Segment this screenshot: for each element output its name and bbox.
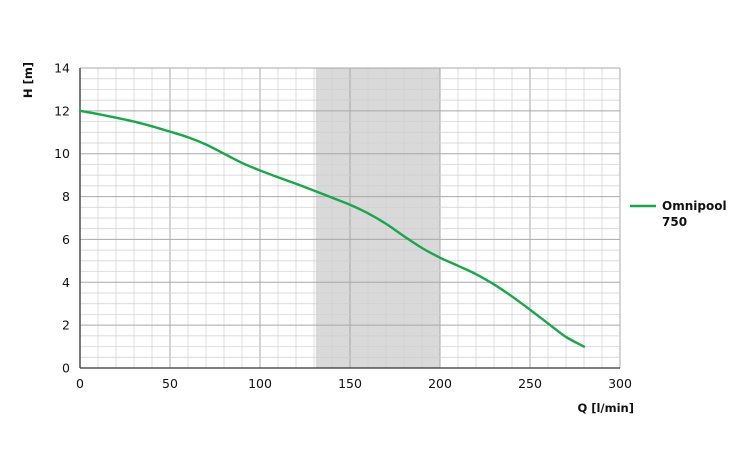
y-tick-label: 6 [62,232,70,247]
x-tick-label: 100 [248,376,272,391]
grid-layer [79,67,621,369]
y-tick-label: 8 [62,189,70,204]
x-tick-label: 250 [518,376,542,391]
series-line-omnipool-750 [78,109,586,348]
y-tick-label: 0 [62,361,70,376]
tick-label-layer: 0 50 100 150 200 250 300 0 2 4 6 8 10 12 14 [54,61,632,392]
y-tick-label: 12 [54,103,70,118]
x-tick-label: 200 [428,376,452,391]
y-axis-title: H [m] [21,62,35,98]
y-tick-label: 2 [62,318,70,333]
y-tick-label: 14 [54,61,70,76]
legend-label-line1: Omnipool [662,199,727,213]
x-tick-label: 50 [162,376,178,391]
legend: Omnipool 750 [630,199,727,229]
series-layer [78,109,586,348]
x-tick-label: 300 [608,376,632,391]
axis-title-layer: Q [l/min] H [m] [21,62,634,415]
x-axis-title: Q [l/min] [577,401,634,415]
y-tick-label: 4 [62,275,70,290]
legend-label-line2: 750 [662,215,687,229]
x-tick-label: 0 [76,376,84,391]
x-tick-label: 150 [338,376,362,391]
y-tick-label: 10 [54,146,70,161]
